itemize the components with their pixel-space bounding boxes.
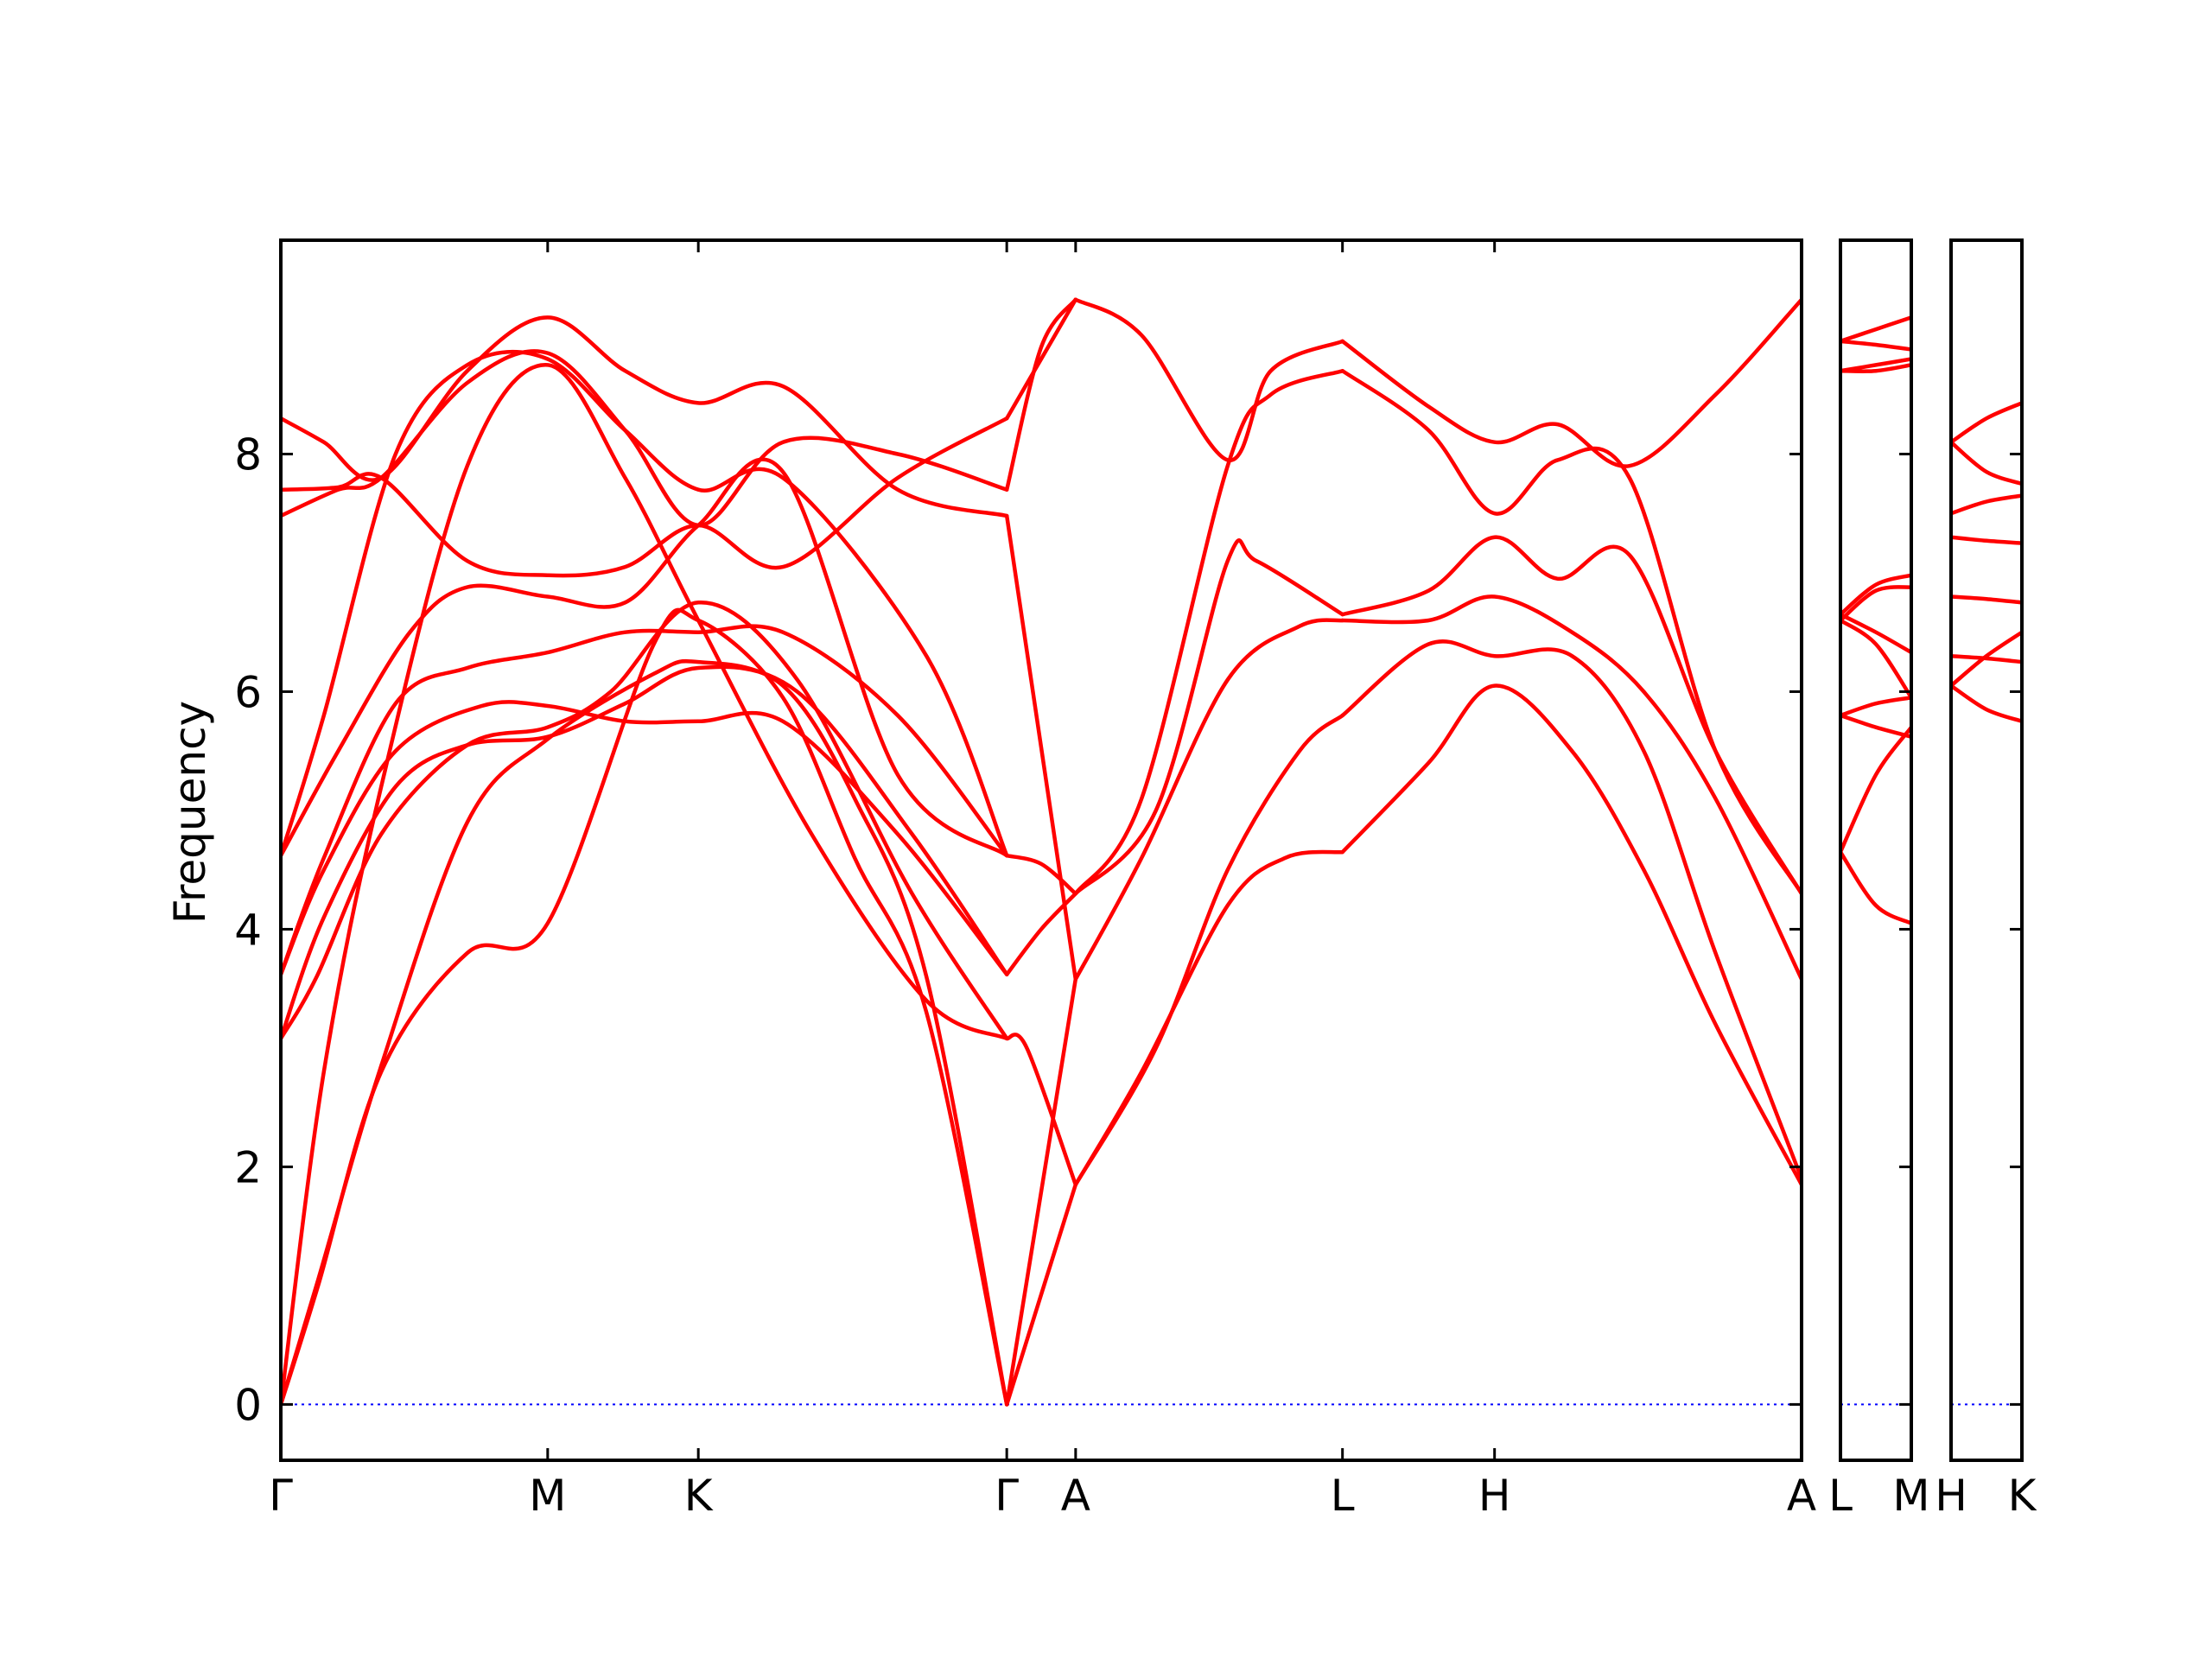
band-line-12 bbox=[281, 315, 1009, 518]
band-line-22 bbox=[1073, 713, 1344, 1187]
band-line-17 bbox=[1004, 853, 1078, 896]
band-line-6 bbox=[1840, 612, 1911, 655]
band-line-19 bbox=[1004, 297, 1078, 492]
band-line-8 bbox=[281, 457, 1009, 858]
band-line-14 bbox=[1004, 976, 1078, 1407]
band-line-27 bbox=[1340, 683, 1802, 1187]
band-line-7 bbox=[1840, 585, 1911, 623]
band-line-28 bbox=[1340, 639, 1802, 1181]
band-line-10 bbox=[1840, 357, 1911, 373]
band-line-25 bbox=[1073, 368, 1344, 896]
band-line-21 bbox=[1073, 849, 1344, 1187]
kpoint-label: H bbox=[1478, 1471, 1511, 1521]
band-line-4 bbox=[1951, 594, 2022, 605]
band-line-15 bbox=[1004, 1033, 1078, 1187]
band-line-5 bbox=[1951, 535, 2022, 545]
kpoint-label: K bbox=[684, 1471, 714, 1521]
panel-frame bbox=[279, 238, 1803, 1462]
band-line-2 bbox=[1840, 849, 1911, 925]
band-line-18 bbox=[1004, 513, 1078, 982]
kpoint-label: Γ bbox=[269, 1471, 293, 1521]
band-line-3 bbox=[281, 363, 1009, 1407]
kpoint-label: H bbox=[1935, 1471, 1967, 1521]
band-line-32 bbox=[1340, 297, 1802, 468]
band-line-11 bbox=[281, 416, 1009, 578]
kpoint-label: M bbox=[1892, 1471, 1929, 1521]
band-line-26 bbox=[1073, 297, 1344, 462]
band-line-1 bbox=[1951, 683, 2022, 724]
kpoint-label: A bbox=[1061, 1471, 1090, 1521]
band-line-13 bbox=[1004, 1182, 1078, 1407]
band-line-1 bbox=[1840, 725, 1911, 855]
panel-plot-area bbox=[1951, 401, 2022, 1406]
kpoint-label: L bbox=[1331, 1471, 1355, 1521]
band-line-16 bbox=[1004, 891, 1078, 976]
band-line-7 bbox=[1951, 440, 2022, 486]
band-line-8 bbox=[1840, 573, 1911, 617]
band-line-12 bbox=[1840, 315, 1911, 344]
y-tick-label: 4 bbox=[234, 905, 262, 955]
band-line-24 bbox=[1073, 538, 1344, 896]
band-line-1 bbox=[281, 607, 1009, 1407]
band-line-4 bbox=[281, 601, 1009, 1041]
band-line-3 bbox=[1840, 713, 1911, 739]
band-line-6 bbox=[1951, 493, 2022, 516]
band-line-2 bbox=[281, 658, 1009, 1407]
band-line-9 bbox=[281, 349, 1009, 858]
band-line-2 bbox=[1951, 630, 2022, 688]
panel-plot-area bbox=[1840, 315, 1911, 1406]
band-line-8 bbox=[1951, 401, 2022, 444]
y-axis-label: Frequency bbox=[165, 701, 215, 924]
band-line-5 bbox=[1840, 618, 1911, 700]
band-line-20 bbox=[1004, 297, 1078, 421]
panel-frame bbox=[1839, 238, 1913, 1462]
y-tick-label: 0 bbox=[234, 1380, 262, 1430]
panel-frame bbox=[1949, 238, 2024, 1462]
y-tick-label: 6 bbox=[234, 667, 262, 717]
kpoint-label: K bbox=[2008, 1471, 2037, 1521]
panel-plot-area bbox=[281, 297, 1802, 1407]
band-line-11 bbox=[1840, 339, 1911, 352]
band-line-30 bbox=[1340, 535, 1802, 896]
band-line-4 bbox=[1840, 696, 1911, 718]
band-line-31 bbox=[1340, 368, 1802, 896]
band-line-10 bbox=[281, 349, 1009, 528]
y-tick-label: 8 bbox=[234, 429, 262, 480]
band-line-7 bbox=[281, 624, 1009, 976]
band-line-23 bbox=[1073, 618, 1344, 982]
y-tick-label: 2 bbox=[234, 1142, 262, 1192]
band-line-29 bbox=[1340, 594, 1802, 982]
band-line-6 bbox=[281, 700, 1009, 976]
kpoint-label: A bbox=[1787, 1471, 1816, 1521]
kpoint-label: L bbox=[1828, 1471, 1853, 1521]
kpoint-label: M bbox=[529, 1471, 566, 1521]
kpoint-label: Γ bbox=[995, 1471, 1019, 1521]
band-line-3 bbox=[1951, 653, 2022, 664]
